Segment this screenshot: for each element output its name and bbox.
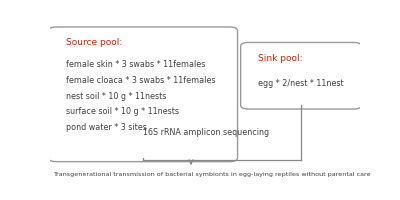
Text: Sink pool:: Sink pool:	[258, 53, 302, 62]
Text: nest soil * 10 g * 11nests: nest soil * 10 g * 11nests	[66, 91, 166, 100]
Text: female cloaca * 3 swabs * 11females: female cloaca * 3 swabs * 11females	[66, 75, 215, 84]
Text: surface soil * 10 g * 11nests: surface soil * 10 g * 11nests	[66, 107, 178, 116]
Text: Transgenerational transmission of bacterial symbionts in egg-laying reptiles wit: Transgenerational transmission of bacter…	[53, 171, 371, 176]
Text: egg * 2/nest * 11nest: egg * 2/nest * 11nest	[258, 79, 344, 88]
Text: Source pool:: Source pool:	[66, 38, 122, 47]
FancyBboxPatch shape	[241, 43, 362, 109]
FancyBboxPatch shape	[48, 28, 238, 162]
Text: 16S rRNA amplicon sequencing: 16S rRNA amplicon sequencing	[144, 127, 270, 136]
Text: pond water * 3 sites: pond water * 3 sites	[66, 123, 146, 132]
Text: female skin * 3 swabs * 11females: female skin * 3 swabs * 11females	[66, 59, 205, 68]
